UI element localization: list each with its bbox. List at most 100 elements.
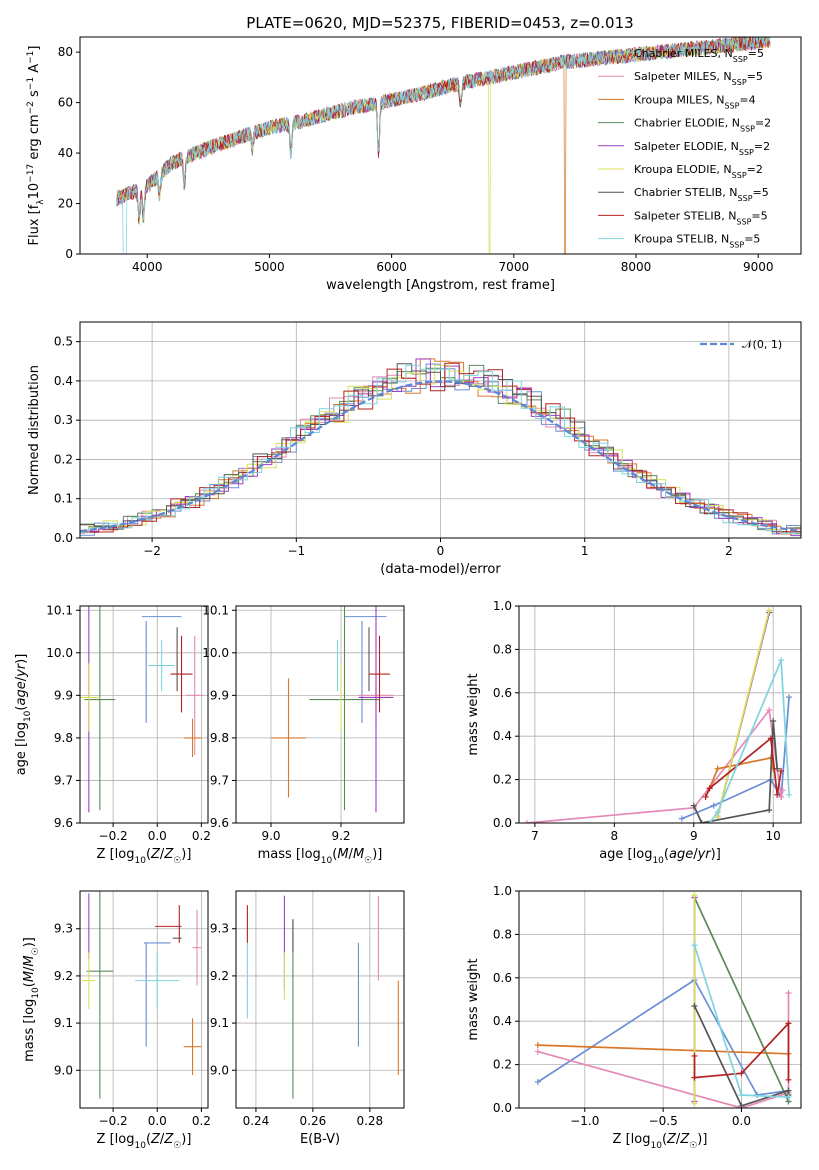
y-tick-label: 9.2 [210, 969, 229, 983]
spectrum-ylabel: Flux [fλ10−17 erg cm−2 s−1 A−1] [26, 46, 46, 246]
y-tick-label: 9.6 [54, 816, 73, 830]
legend-entry: Kroupa MILES, NSSP=4 [634, 93, 756, 110]
y-tick-label: 9.1 [54, 1016, 73, 1030]
y-tick-label: 0.5 [54, 335, 73, 349]
y-tick-label: 60 [58, 96, 73, 110]
weight-marker [786, 694, 793, 701]
weight-vs-Z-frame [518, 890, 802, 1109]
x-tick-label: −2 [143, 544, 161, 558]
errorbar-point [148, 640, 175, 692]
y-tick-label: 9.8 [210, 731, 229, 745]
weight-vs-Z-marks [534, 892, 792, 1108]
y-tick-label: 1.0 [493, 884, 512, 898]
weight-vs-Z-ylabel: mass weight [466, 958, 481, 1040]
y-tick-label: 0.6 [493, 971, 512, 985]
y-tick-label: 9.0 [54, 1063, 73, 1077]
x-tick-label: 8 [611, 829, 619, 843]
legend-entry: 𝒩(0, 1) [742, 338, 782, 351]
errorbar-point [82, 952, 96, 1009]
mass-vs-EBV-xlabel: E(B-V) [300, 1132, 340, 1147]
legend-entry: Salpeter STELIB, NSSP=5 [634, 209, 768, 226]
spectrum-series-line [116, 37, 771, 254]
x-tick-label: 2 [725, 544, 733, 558]
x-tick-label: 0.28 [356, 1114, 383, 1128]
errorbar-point [80, 663, 100, 732]
errorbar-point [84, 606, 116, 811]
mass-vs-Z-ylabel: mass [log10(M/M☉)] [22, 937, 41, 1062]
x-tick-label: 0.0 [148, 1114, 167, 1128]
y-tick-label: 0.2 [493, 1058, 512, 1072]
weight-marker [678, 815, 685, 822]
y-tick-label: 0.4 [493, 1014, 512, 1028]
x-tick-label: 7 [531, 829, 539, 843]
y-tick-label: 0.8 [493, 927, 512, 941]
weight-marker [786, 791, 793, 798]
weight-marker [714, 765, 721, 772]
x-tick-label: 0.0 [732, 1114, 751, 1128]
weight-marker [706, 785, 713, 792]
weight-marker [534, 1048, 541, 1055]
y-tick-label: 9.3 [54, 922, 73, 936]
x-tick-label: −1 [287, 544, 305, 558]
mass-vs-Z-xlabel: Z [log10(Z/Z☉)] [97, 1132, 192, 1151]
errorbar-point [369, 635, 390, 713]
x-tick-label: 0.26 [300, 1114, 327, 1128]
weight-series [690, 718, 781, 823]
x-tick-label: 0.24 [243, 1114, 270, 1128]
weight-marker [691, 1074, 698, 1081]
mass-vs-Z-marks [82, 891, 202, 1099]
mass-vs-EBV-frame [235, 890, 405, 1109]
weight-marker [779, 787, 786, 794]
x-tick-label: 4000 [132, 260, 163, 274]
weight-marker [778, 767, 785, 774]
weight-series [523, 707, 786, 823]
age-vs-Z-frame [79, 605, 209, 824]
weight-line [537, 1044, 789, 1055]
spectrum-frame [79, 36, 802, 255]
weight-vs-age-xlabel: age [log10(age/yr)] [599, 847, 721, 866]
weight-marker [710, 802, 717, 809]
weight-marker [706, 820, 713, 823]
errorbar-point [135, 952, 180, 1009]
y-tick-label: 9.9 [210, 688, 229, 702]
errorbar-point [183, 1018, 202, 1075]
errorbar-point [309, 606, 380, 811]
x-tick-label: 1 [581, 544, 589, 558]
y-tick-label: 9.3 [210, 922, 229, 936]
weight-marker [778, 657, 785, 664]
x-tick-label: 0.0 [148, 829, 167, 843]
y-tick-label: 9.8 [54, 731, 73, 745]
y-tick-label: 9.0 [210, 1063, 229, 1077]
y-tick-label: 0.0 [493, 816, 512, 830]
x-tick-label: −0.2 [99, 829, 128, 843]
age-vs-Z-marks [80, 606, 204, 813]
histogram-step-line [80, 364, 801, 535]
mass-vs-EBV-marks [246, 895, 399, 1099]
y-tick-label: 9.1 [210, 1016, 229, 1030]
age-vs-mass-xlabel: mass [log10(M/M☉)] [258, 847, 383, 866]
y-tick-label: 0.3 [54, 413, 73, 427]
x-tick-label: 0.2 [192, 829, 211, 843]
mass-vs-Z-frame [79, 890, 209, 1109]
legend-entry: Kroupa ELODIE, NSSP=2 [634, 163, 763, 180]
y-tick-label: 10.1 [202, 603, 229, 617]
x-tick-label: −1.0 [570, 1114, 599, 1128]
histogram-step-line [80, 362, 801, 534]
weight-marker [534, 1078, 541, 1085]
weight-marker [766, 607, 773, 614]
weight-vs-age-ylabel: mass weight [466, 673, 481, 755]
y-tick-label: 9.2 [54, 969, 73, 983]
weight-marker [691, 1100, 698, 1107]
y-tick-label: 0.4 [493, 729, 512, 743]
y-tick-label: 0.2 [493, 773, 512, 787]
normal-reference-curve [80, 380, 801, 533]
y-tick-label: 20 [58, 197, 73, 211]
x-tick-label: 10 [766, 829, 781, 843]
x-tick-label: −0.5 [649, 1114, 678, 1128]
x-tick-label: 9.0 [261, 829, 280, 843]
residuals-ylabel: Normed distribution [27, 365, 42, 495]
weight-line [708, 659, 790, 823]
weight-line [526, 708, 784, 823]
errorbar-point [86, 891, 114, 1099]
y-tick-label: 10.1 [46, 603, 73, 617]
